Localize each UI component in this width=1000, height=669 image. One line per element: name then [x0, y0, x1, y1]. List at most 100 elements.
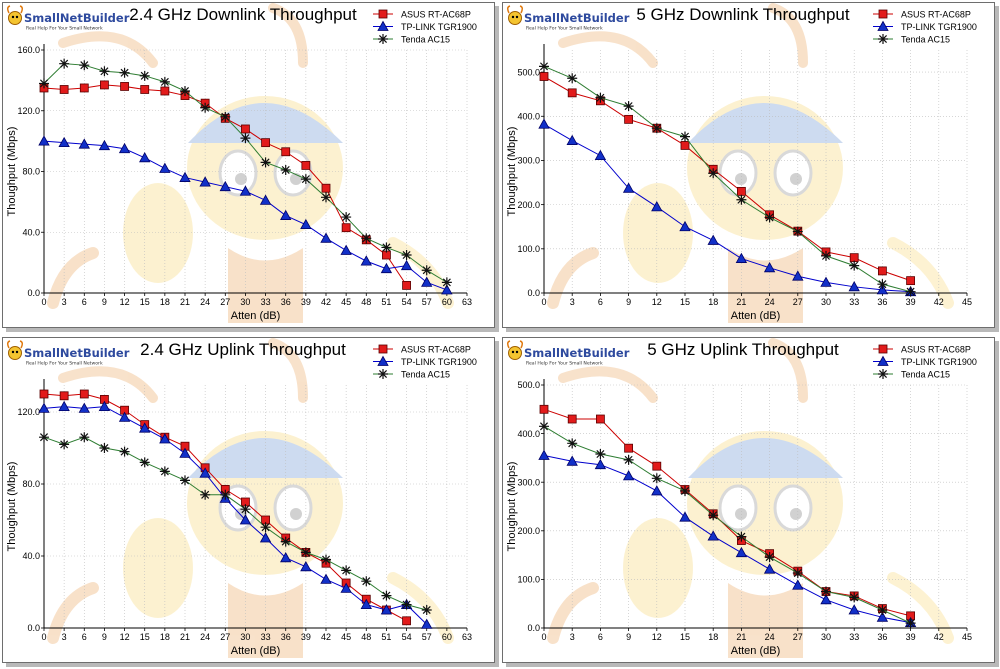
data-point-asus-rt-ac68p [282, 148, 290, 156]
data-point-tenda-ac15 [39, 432, 49, 442]
data-point-tp-link-tgr1900 [59, 402, 69, 411]
logo-tagline: Real Help For Your Small Network [26, 26, 103, 32]
x-tick-label: 6 [82, 297, 87, 307]
chart-ul24: 0 3 6 9 12 15 18 21 24 27 30 33 36 39 42 45 48 51 54 57 60 63… [3, 338, 494, 662]
data-point-asus-rt-ac68p [540, 405, 548, 413]
y-tick-label: 200.0 [517, 526, 540, 536]
logo-wordmark: SmallNetBuilder [24, 346, 130, 360]
x-tick-label: 6 [598, 632, 603, 642]
data-point-tenda-ac15 [849, 592, 859, 602]
data-point-tenda-ac15 [341, 565, 351, 575]
x-tick-label: 63 [462, 632, 472, 642]
x-tick-label: 6 [598, 297, 603, 307]
data-point-tenda-ac15 [59, 439, 69, 449]
data-point-asus-rt-ac68p [568, 89, 576, 97]
x-tick-label: 9 [626, 632, 631, 642]
data-point-tenda-ac15 [849, 261, 859, 271]
x-tick-label: 24 [765, 632, 775, 642]
data-point-tenda-ac15 [680, 132, 690, 142]
legend-item-asus-rt-ac68p: ASUS RT-AC68P [373, 345, 471, 355]
x-tick-label: 39 [906, 297, 916, 307]
data-point-asus-rt-ac68p [907, 277, 915, 285]
data-point-tenda-ac15 [736, 532, 746, 542]
data-point-tenda-ac15 [281, 537, 291, 547]
legend-label: Tenda AC15 [901, 35, 950, 45]
data-point-asus-rt-ac68p [241, 125, 249, 133]
data-point-tenda-ac15 [200, 490, 210, 500]
x-tick-label: 12 [652, 632, 662, 642]
data-point-tenda-ac15 [281, 165, 291, 175]
y-tick-label: 300.0 [517, 477, 540, 487]
x-tick-label: 36 [281, 297, 291, 307]
data-point-tenda-ac15 [680, 486, 690, 496]
x-tick-label: 18 [708, 632, 718, 642]
logo-tagline: Real Help For Your Small Network [26, 361, 103, 367]
x-tick-label: 33 [849, 297, 859, 307]
data-point-asus-rt-ac68p [322, 184, 330, 192]
x-tick-label: 24 [765, 297, 775, 307]
y-axis-label: Thoughput (Mbps) [506, 127, 518, 217]
bee-logo-icon [8, 341, 23, 360]
logo-tagline: Real Help For Your Small Network [526, 361, 603, 367]
data-point-tenda-ac15 [261, 522, 271, 532]
data-point-tenda-ac15 [220, 490, 230, 500]
data-point-tenda-ac15 [422, 605, 432, 615]
data-point-asus-rt-ac68p [60, 85, 68, 93]
legend-item-tenda-ac15: Tenda AC15 [873, 369, 950, 380]
legend-marker-tenda-ac15 [378, 369, 388, 379]
x-tick-label: 39 [301, 297, 311, 307]
x-tick-label: 27 [220, 632, 230, 642]
data-point-asus-rt-ac68p [540, 73, 548, 81]
legend-item-tp-link-tgr1900: TP-LINK TGR1900 [873, 22, 977, 33]
data-point-tenda-ac15 [140, 71, 150, 81]
data-point-tenda-ac15 [906, 618, 916, 628]
y-tick-label: 80.0 [22, 167, 40, 177]
data-point-tenda-ac15 [422, 265, 432, 275]
legend-label: TP-LINK TGR1900 [901, 22, 977, 32]
data-point-asus-rt-ac68p [60, 392, 68, 400]
legend-item-tenda-ac15: Tenda AC15 [373, 369, 450, 380]
data-point-asus-rt-ac68p [262, 139, 270, 147]
data-point-tp-link-tgr1900 [849, 605, 859, 614]
x-tick-label: 27 [793, 297, 803, 307]
data-point-tenda-ac15 [624, 101, 634, 111]
chart-panel-2-4ghz-uplink: 0 3 6 9 12 15 18 21 24 27 30 33 36 39 42 45 48 51 54 57 60 63… [2, 337, 495, 663]
chart-title: 5 GHz Uplink Throughput [647, 340, 839, 359]
x-axis-label: Atten (dB) [731, 645, 781, 657]
x-tick-label: 33 [849, 632, 859, 642]
data-point-asus-rt-ac68p [80, 390, 88, 398]
legend-item-tenda-ac15: Tenda AC15 [373, 34, 450, 45]
data-point-asus-rt-ac68p [100, 81, 108, 89]
data-point-tp-link-tgr1900 [321, 574, 331, 583]
x-tick-label: 21 [180, 297, 190, 307]
data-point-tenda-ac15 [652, 123, 662, 133]
legend-marker-asus-rt-ac68p [379, 10, 387, 18]
data-point-tp-link-tgr1900 [624, 471, 634, 480]
y-axis-label: Thoughput (Mbps) [6, 127, 18, 217]
legend-label: ASUS RT-AC68P [401, 345, 471, 355]
data-point-tenda-ac15 [906, 287, 916, 297]
x-tick-label: 30 [240, 297, 250, 307]
chart-ul5: 0 3 6 9 12 15 18 21 24 27 30 33 36 39 42 450.0100.0200.… [503, 338, 994, 662]
data-point-tenda-ac15 [539, 61, 549, 71]
data-point-asus-rt-ac68p [403, 281, 411, 289]
data-point-tenda-ac15 [220, 112, 230, 122]
data-point-tenda-ac15 [140, 457, 150, 467]
x-axis-label: Atten (dB) [231, 310, 281, 322]
x-tick-label: 63 [462, 297, 472, 307]
data-point-tp-link-tgr1900 [539, 119, 549, 128]
chart-panel-5ghz-uplink: 0 3 6 9 12 15 18 21 24 27 30 33 36 39 42 45 0.0 100.0 200.… [502, 337, 995, 663]
data-point-tenda-ac15 [200, 103, 210, 113]
mascot-watermark-icon [53, 8, 448, 323]
x-tick-label: 30 [821, 297, 831, 307]
legend-label: ASUS RT-AC68P [401, 10, 471, 20]
data-point-tenda-ac15 [567, 73, 577, 83]
data-point-asus-rt-ac68p [625, 115, 633, 123]
x-tick-label: 27 [793, 632, 803, 642]
data-point-tenda-ac15 [402, 600, 412, 610]
x-tick-label: 33 [261, 297, 271, 307]
data-point-tenda-ac15 [120, 447, 130, 457]
data-point-tenda-ac15 [877, 279, 887, 289]
data-point-tp-link-tgr1900 [708, 235, 718, 244]
x-tick-label: 42 [321, 297, 331, 307]
